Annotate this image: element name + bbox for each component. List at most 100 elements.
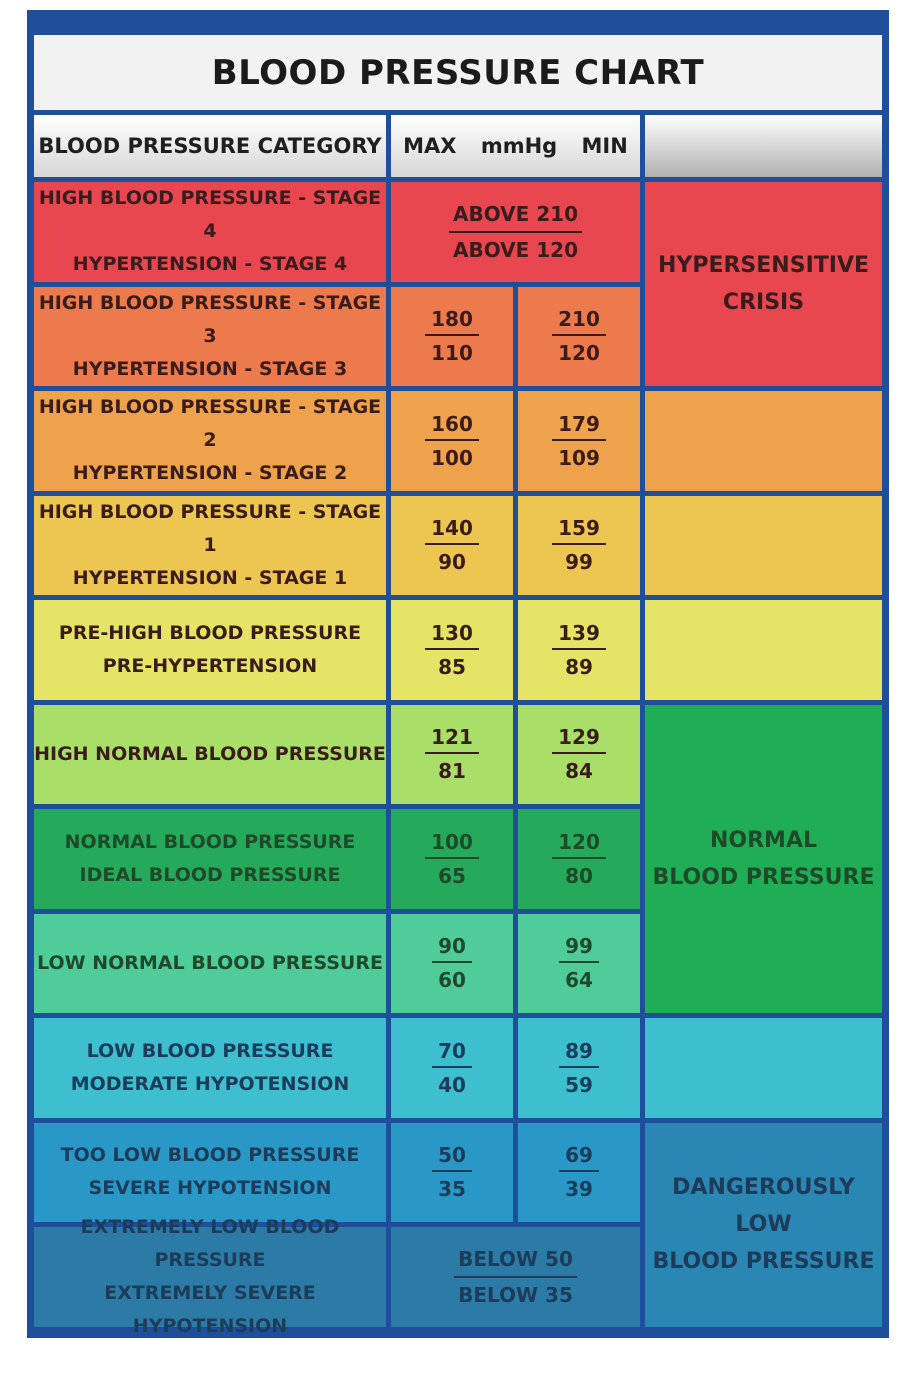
max-systolic: 180	[425, 306, 479, 337]
max-diastolic: 85	[438, 654, 466, 679]
max-systolic: 160	[425, 411, 479, 441]
group-cell	[645, 391, 882, 491]
max-systolic: 130	[425, 620, 479, 650]
chart-title: BLOOD PRESSURE CHART	[211, 52, 705, 93]
min-diastolic: 59	[565, 1072, 593, 1097]
category-line1: HIGH BLOOD PRESSURE - STAGE 3	[38, 291, 382, 347]
group-cell	[645, 1018, 882, 1118]
max-cell: 160 100	[391, 391, 513, 491]
header-max-label: MAX	[403, 134, 457, 158]
min-systolic: 120	[552, 829, 606, 859]
header-units: MAX mmHg MIN	[391, 115, 640, 177]
max-systolic: 70	[432, 1038, 472, 1068]
category-line1: NORMAL BLOOD PRESSURE	[64, 830, 356, 853]
max-diastolic: 90	[438, 550, 466, 575]
max-diastolic: 100	[431, 445, 473, 470]
min-cell: 69 39	[518, 1122, 640, 1222]
category-line1: HIGH BLOOD PRESSURE - STAGE 2	[38, 396, 382, 452]
min-systolic: 179	[552, 411, 606, 441]
min-diastolic: 39	[565, 1177, 593, 1202]
min-systolic: 139	[552, 620, 606, 650]
category-line1: HIGH BLOOD PRESSURE - STAGE 4	[38, 187, 382, 243]
min-diastolic: 109	[558, 445, 600, 470]
min-cell: 159 99	[518, 495, 640, 595]
min-cell: 210 120	[518, 286, 640, 386]
group-cell: HYPERSENSITIVE CRISIS	[645, 182, 882, 386]
max-diastolic: 110	[431, 341, 473, 366]
group-cell	[645, 495, 882, 595]
max-systolic: 121	[425, 724, 479, 755]
min-cell: 129 84	[518, 704, 640, 804]
category-line1: LOW NORMAL BLOOD PRESSURE	[37, 951, 383, 974]
category-line2: SEVERE HYPOTENSION	[88, 1177, 332, 1200]
max-systolic: 90	[432, 933, 472, 964]
category-cell: HIGH BLOOD PRESSURE - STAGE 2 HYPERTENSIO…	[34, 391, 386, 491]
category-cell: LOW BLOOD PRESSURE MODERATE HYPOTENSION	[34, 1018, 386, 1118]
range-min: BELOW 35	[458, 1282, 573, 1307]
category-line2: EXTREMELY SEVERE HYPOTENSION	[104, 1281, 316, 1337]
category-line1: PRE-HIGH BLOOD PRESSURE	[58, 621, 362, 644]
header-category-label: BLOOD PRESSURE CATEGORY	[38, 134, 382, 158]
max-systolic: 100	[425, 829, 479, 859]
category-cell: HIGH BLOOD PRESSURE - STAGE 1 HYPERTENSIO…	[34, 495, 386, 595]
min-systolic: 159	[552, 515, 606, 546]
max-cell: 90 60	[391, 913, 513, 1013]
min-diastolic: 120	[558, 341, 600, 366]
min-systolic: 129	[552, 724, 606, 755]
category-line2: HYPERTENSION - STAGE 1	[72, 566, 348, 589]
range-max: ABOVE 210	[448, 197, 583, 233]
category-cell: PRE-HIGH BLOOD PRESSURE PRE-HYPERTENSION	[34, 600, 386, 700]
category-line2: IDEAL BLOOD PRESSURE	[79, 863, 341, 886]
max-cell: 130 85	[391, 600, 513, 700]
min-diastolic: 84	[565, 759, 593, 784]
category-cell: HIGH BLOOD PRESSURE - STAGE 3 HYPERTENSIO…	[34, 286, 386, 386]
category-line2: HYPERTENSION - STAGE 4	[72, 253, 348, 276]
max-diastolic: 60	[438, 968, 466, 993]
category-cell: HIGH NORMAL BLOOD PRESSURE	[34, 704, 386, 804]
min-cell: 99 64	[518, 913, 640, 1013]
max-cell: 50 35	[391, 1122, 513, 1222]
title-box: BLOOD PRESSURE CHART	[34, 35, 882, 110]
min-cell: 120 80	[518, 809, 640, 909]
category-line2: PRE-HYPERTENSION	[102, 654, 318, 677]
group-line2: BLOOD PRESSURE	[652, 864, 875, 890]
range-max: BELOW 50	[454, 1242, 577, 1278]
min-cell: 179 109	[518, 391, 640, 491]
category-line2: HYPERTENSION - STAGE 3	[72, 357, 348, 380]
group-cell: NORMAL BLOOD PRESSURE	[645, 704, 882, 1013]
category-cell: TOO LOW BLOOD PRESSURE SEVERE HYPOTENSION	[34, 1122, 386, 1222]
category-line1: TOO LOW BLOOD PRESSURE	[60, 1144, 360, 1167]
max-systolic: 140	[425, 515, 479, 546]
group-line1: DANGEROUSLY LOW	[672, 1175, 855, 1237]
max-diastolic: 81	[438, 759, 466, 784]
category-line2: MODERATE HYPOTENSION	[70, 1072, 350, 1095]
group-line1: NORMAL	[710, 827, 817, 853]
header-unit-label: mmHg	[480, 134, 558, 158]
min-diastolic: 80	[565, 863, 593, 888]
min-diastolic: 99	[565, 550, 593, 575]
category-line1: EXTREMELY LOW BLOOD PRESSURE	[80, 1215, 340, 1271]
min-cell: 89 59	[518, 1018, 640, 1118]
range-min: ABOVE 120	[452, 237, 579, 262]
max-cell: 140 90	[391, 495, 513, 595]
category-line1: LOW BLOOD PRESSURE	[86, 1039, 334, 1062]
group-cell: DANGEROUSLY LOW BLOOD PRESSURE	[645, 1122, 882, 1327]
header-category: BLOOD PRESSURE CATEGORY	[34, 115, 386, 177]
range-cell: BELOW 50 BELOW 35	[391, 1227, 640, 1327]
category-cell: EXTREMELY LOW BLOOD PRESSURE EXTREMELY SE…	[34, 1216, 386, 1337]
max-cell: 100 65	[391, 809, 513, 909]
category-cell: HIGH BLOOD PRESSURE - STAGE 4 HYPERTENSIO…	[34, 182, 386, 282]
category-cell: LOW NORMAL BLOOD PRESSURE	[34, 913, 386, 1013]
group-line2: BLOOD PRESSURE	[652, 1249, 875, 1274]
max-systolic: 50	[432, 1142, 472, 1173]
group-cell	[645, 600, 882, 700]
min-systolic: 99	[559, 933, 599, 964]
group-line1: HYPERSENSITIVE	[658, 253, 869, 278]
min-systolic: 89	[559, 1038, 599, 1068]
header-min-label: MIN	[581, 134, 628, 158]
max-diastolic: 35	[438, 1177, 466, 1202]
category-cell: NORMAL BLOOD PRESSURE IDEAL BLOOD PRESSUR…	[34, 809, 386, 909]
min-cell: 139 89	[518, 600, 640, 700]
category-line2: HYPERTENSION - STAGE 2	[72, 462, 348, 485]
